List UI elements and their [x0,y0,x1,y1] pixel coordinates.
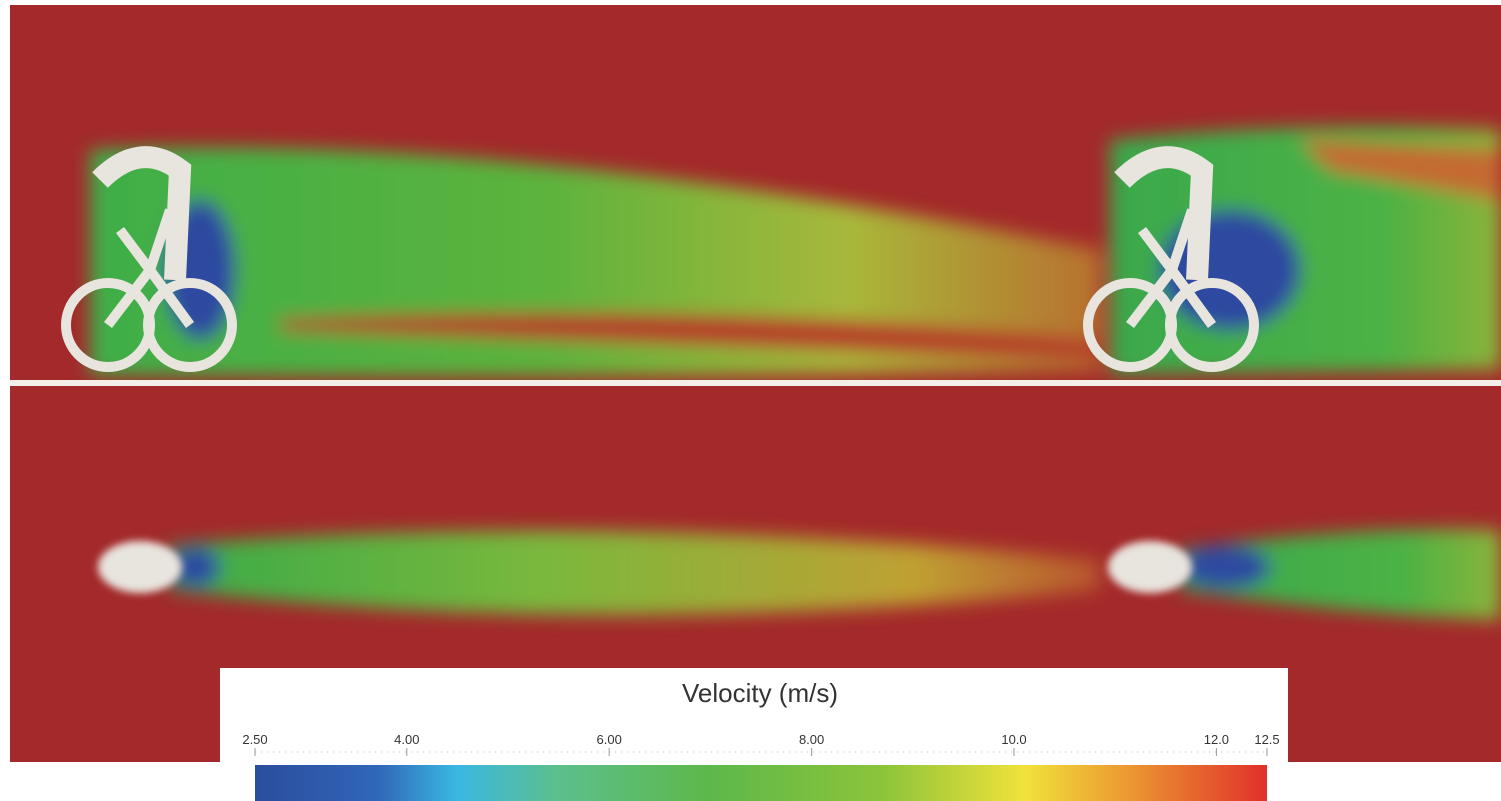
divider [10,380,1501,386]
tick-label: 12.0 [1204,732,1229,747]
tick-label: 2.50 [242,732,267,747]
tick-label: 4.00 [394,732,419,747]
colorbar-gradient [255,765,1267,801]
page: {"colorbar": {"title": "Velocity (m/s)",… [0,0,1501,801]
side-view-panel [10,5,1501,380]
tick-label: 10.0 [1001,732,1026,747]
colorbar: Velocity (m/s) 2.50 4.00 6.00 8.00 10.0 12.0 1… [220,668,1288,801]
tick-label: 8.00 [799,732,824,747]
figure: Velocity (m/s) 2.50 4.00 6.00 8.00 10.0 12.0 1… [0,0,1501,801]
tick-label: 12.5 [1254,732,1279,747]
colorbar-title: Velocity (m/s) [682,678,838,708]
tick-label: 6.00 [597,732,622,747]
